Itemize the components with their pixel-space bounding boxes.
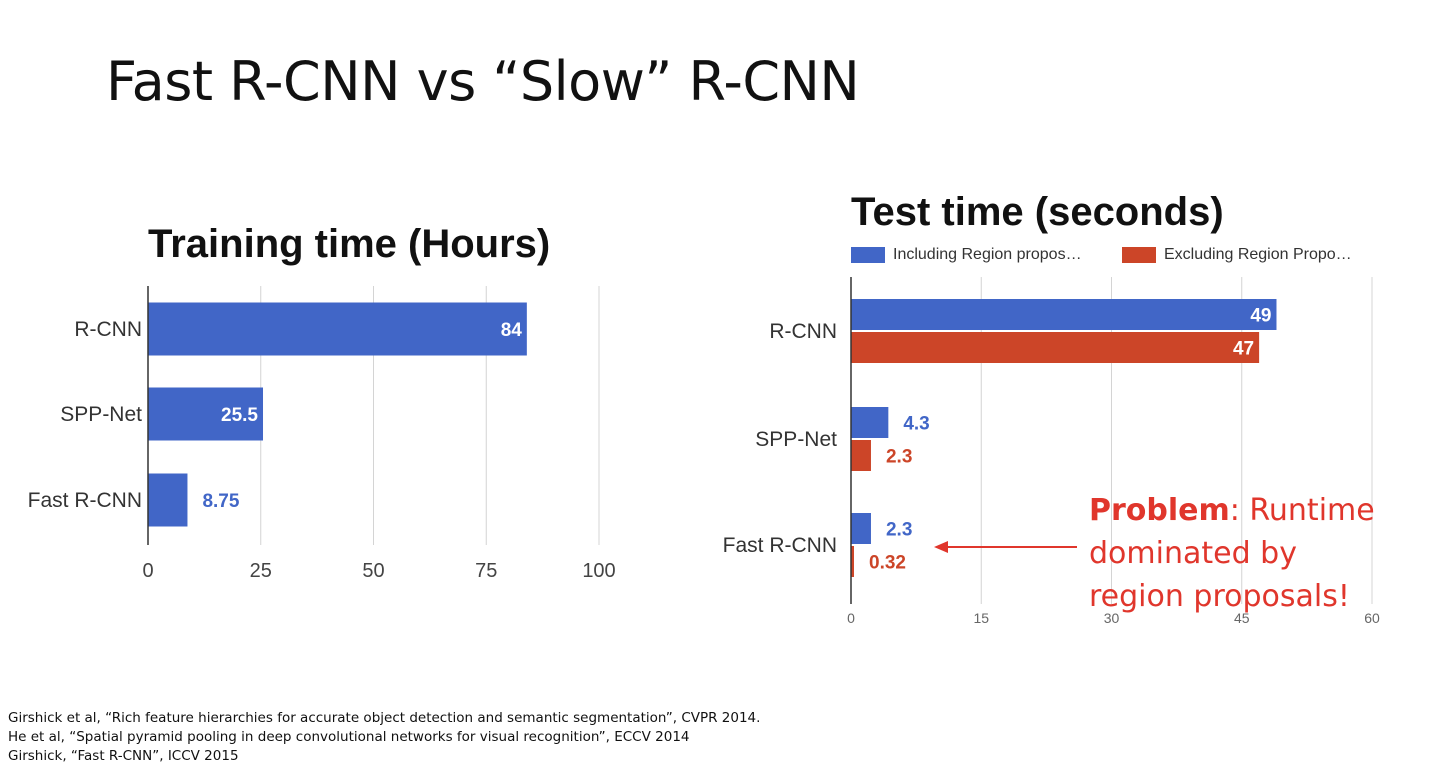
data-label: 47 xyxy=(1233,339,1254,360)
legend-item-excluding: Excluding Region Propo… xyxy=(1122,244,1352,266)
legend-swatch-including xyxy=(851,247,885,263)
x-tick-label: 60 xyxy=(1364,610,1380,626)
annotation-line1: : Runtime xyxy=(1229,493,1375,528)
x-tick-label: 100 xyxy=(582,560,615,582)
data-label: 25.5 xyxy=(221,405,258,426)
annotation-line3: region proposals! xyxy=(1089,579,1350,614)
annotation-strong: Problem xyxy=(1089,493,1230,528)
annotation-arrow-head xyxy=(934,541,948,553)
data-label: 2.3 xyxy=(886,520,912,541)
data-label: 8.75 xyxy=(202,491,239,512)
data-label: 49 xyxy=(1250,306,1271,327)
category-label: R-CNN xyxy=(74,318,142,341)
category-label: SPP-Net xyxy=(755,428,837,451)
test-chart-title: Test time (seconds) xyxy=(851,190,1224,234)
x-tick-label: 0 xyxy=(142,560,153,582)
x-tick-label: 50 xyxy=(362,560,384,582)
x-tick-label: 25 xyxy=(250,560,272,582)
category-label: Fast R-CNN xyxy=(723,534,837,557)
slide-title: Fast R-CNN vs “Slow” R-CNN xyxy=(106,50,860,113)
bar xyxy=(851,546,854,577)
annotation-line2: dominated by xyxy=(1089,536,1297,571)
x-tick-label: 30 xyxy=(1104,610,1120,626)
bar xyxy=(851,332,1260,363)
x-tick-label: 75 xyxy=(475,560,497,582)
x-tick-label: 0 xyxy=(847,610,855,626)
category-label: R-CNN xyxy=(769,320,837,343)
data-label: 0.32 xyxy=(869,553,906,574)
references: Girshick et al, “Rich feature hierarchie… xyxy=(8,709,760,766)
legend-label-including: Including Region propos… xyxy=(893,246,1082,263)
data-label: 4.3 xyxy=(903,414,929,435)
reference-line: Girshick et al, “Rich feature hierarchie… xyxy=(8,710,761,726)
bar xyxy=(148,302,527,356)
reference-line: He et al, “Spatial pyramid pooling in de… xyxy=(8,729,690,745)
reference-line: Girshick, “Fast R-CNN”, ICCV 2015 xyxy=(8,748,239,764)
category-label: SPP-Net xyxy=(60,403,142,426)
bar xyxy=(851,513,871,544)
category-label: Fast R-CNN xyxy=(28,489,142,512)
bar xyxy=(148,473,188,527)
problem-annotation: Problem: Runtime dominated by region pro… xyxy=(1089,489,1375,618)
legend-label-excluding: Excluding Region Propo… xyxy=(1164,246,1352,263)
bar xyxy=(851,299,1277,330)
x-tick-label: 45 xyxy=(1234,610,1250,626)
bar xyxy=(851,440,871,471)
bar xyxy=(851,407,889,438)
bar xyxy=(148,387,264,441)
x-tick-label: 15 xyxy=(973,610,989,626)
legend-item-including: Including Region propos… xyxy=(851,244,1082,266)
data-label: 2.3 xyxy=(886,447,912,468)
legend-swatch-excluding xyxy=(1122,247,1156,263)
training-chart-title: Training time (Hours) xyxy=(148,222,551,266)
data-label: 84 xyxy=(501,320,523,341)
